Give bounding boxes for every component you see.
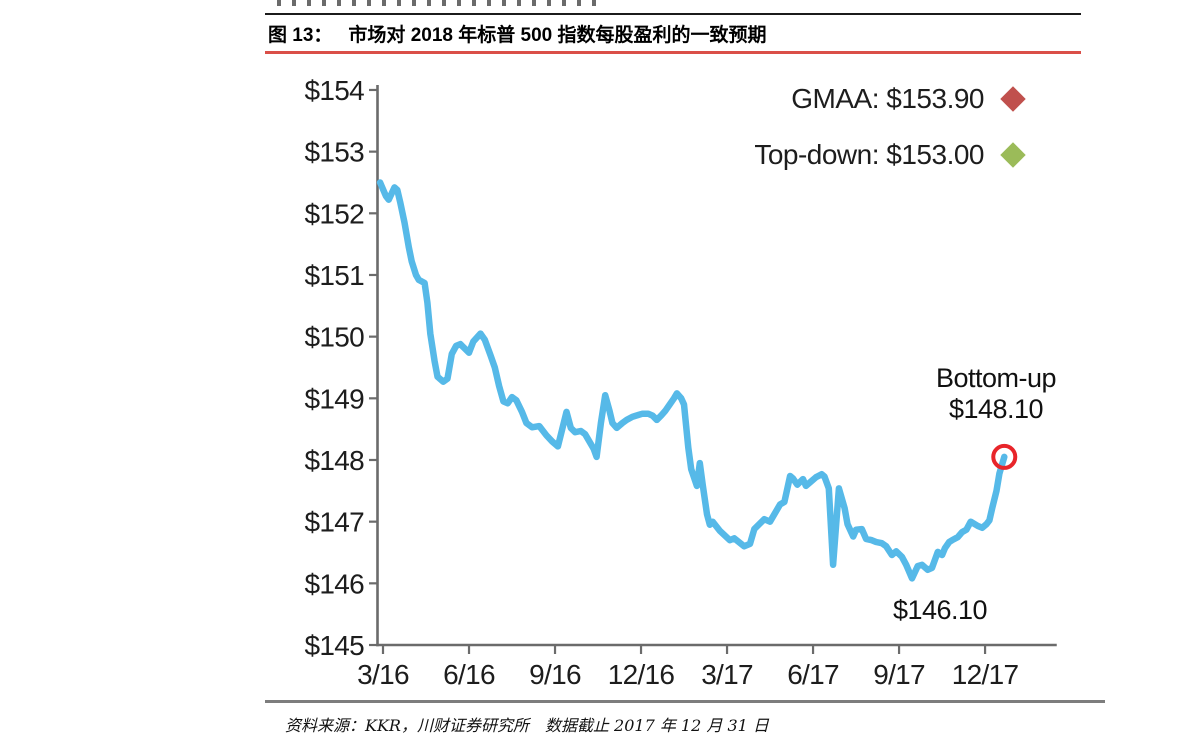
y-tick-label: $145 <box>305 630 365 661</box>
red-diamond-icon <box>1000 86 1026 112</box>
x-tick-label: 3/17 <box>701 659 753 690</box>
legend-label-gmaa: GMAA: $153.90 <box>791 83 984 114</box>
legend-item-top-down: Top-down: $153.00 <box>540 139 1026 171</box>
x-tick-label: 12/17 <box>952 659 1019 690</box>
y-tick-label: $146 <box>305 568 365 599</box>
y-tick-label: $148 <box>305 445 365 476</box>
legend-label-top-down: Top-down: $153.00 <box>754 139 984 170</box>
y-tick-label: $150 <box>305 322 365 353</box>
x-tick-label: 6/17 <box>787 659 839 690</box>
annotation-bottom-up-line1: Bottom-up <box>935 363 1057 393</box>
green-diamond-icon <box>1000 142 1026 168</box>
x-tick-label: 3/16 <box>357 659 409 690</box>
annotation-series-low: $146.10 <box>892 595 988 625</box>
x-tick-label: 6/16 <box>443 659 495 690</box>
y-tick-label: $149 <box>305 383 365 414</box>
legend-item-gmaa: GMAA: $153.90 <box>540 83 1026 115</box>
clipped-text-artifact <box>277 0 607 6</box>
x-tick-label: 12/16 <box>608 659 675 690</box>
y-tick-label: $152 <box>305 198 365 229</box>
x-tick-label: 9/16 <box>529 659 581 690</box>
figure-number-label: 图 13： <box>268 25 333 46</box>
figure-header: 图 13： 市场对 2018 年标普 500 指数每股盈利的一致预期 <box>265 13 1081 54</box>
figure-title: 市场对 2018 年标普 500 指数每股盈利的一致预期 <box>348 25 767 46</box>
x-tick-label: 9/17 <box>873 659 925 690</box>
y-tick-label: $153 <box>305 137 365 168</box>
eps-consensus-line <box>376 179 1008 582</box>
y-tick-label: $151 <box>305 260 365 291</box>
source-note: 资料来源：KKR，川财证券研究所 数据截止 2017 年 12 月 31 日 <box>265 700 1105 736</box>
latest-value-circle-marker <box>991 443 1018 470</box>
y-tick-label: $154 <box>305 75 365 106</box>
annotation-bottom-up: Bottom-up $148.10 <box>886 363 1106 425</box>
y-tick-label: $147 <box>305 507 365 538</box>
annotation-bottom-up-line2: $148.10 <box>948 394 1044 424</box>
